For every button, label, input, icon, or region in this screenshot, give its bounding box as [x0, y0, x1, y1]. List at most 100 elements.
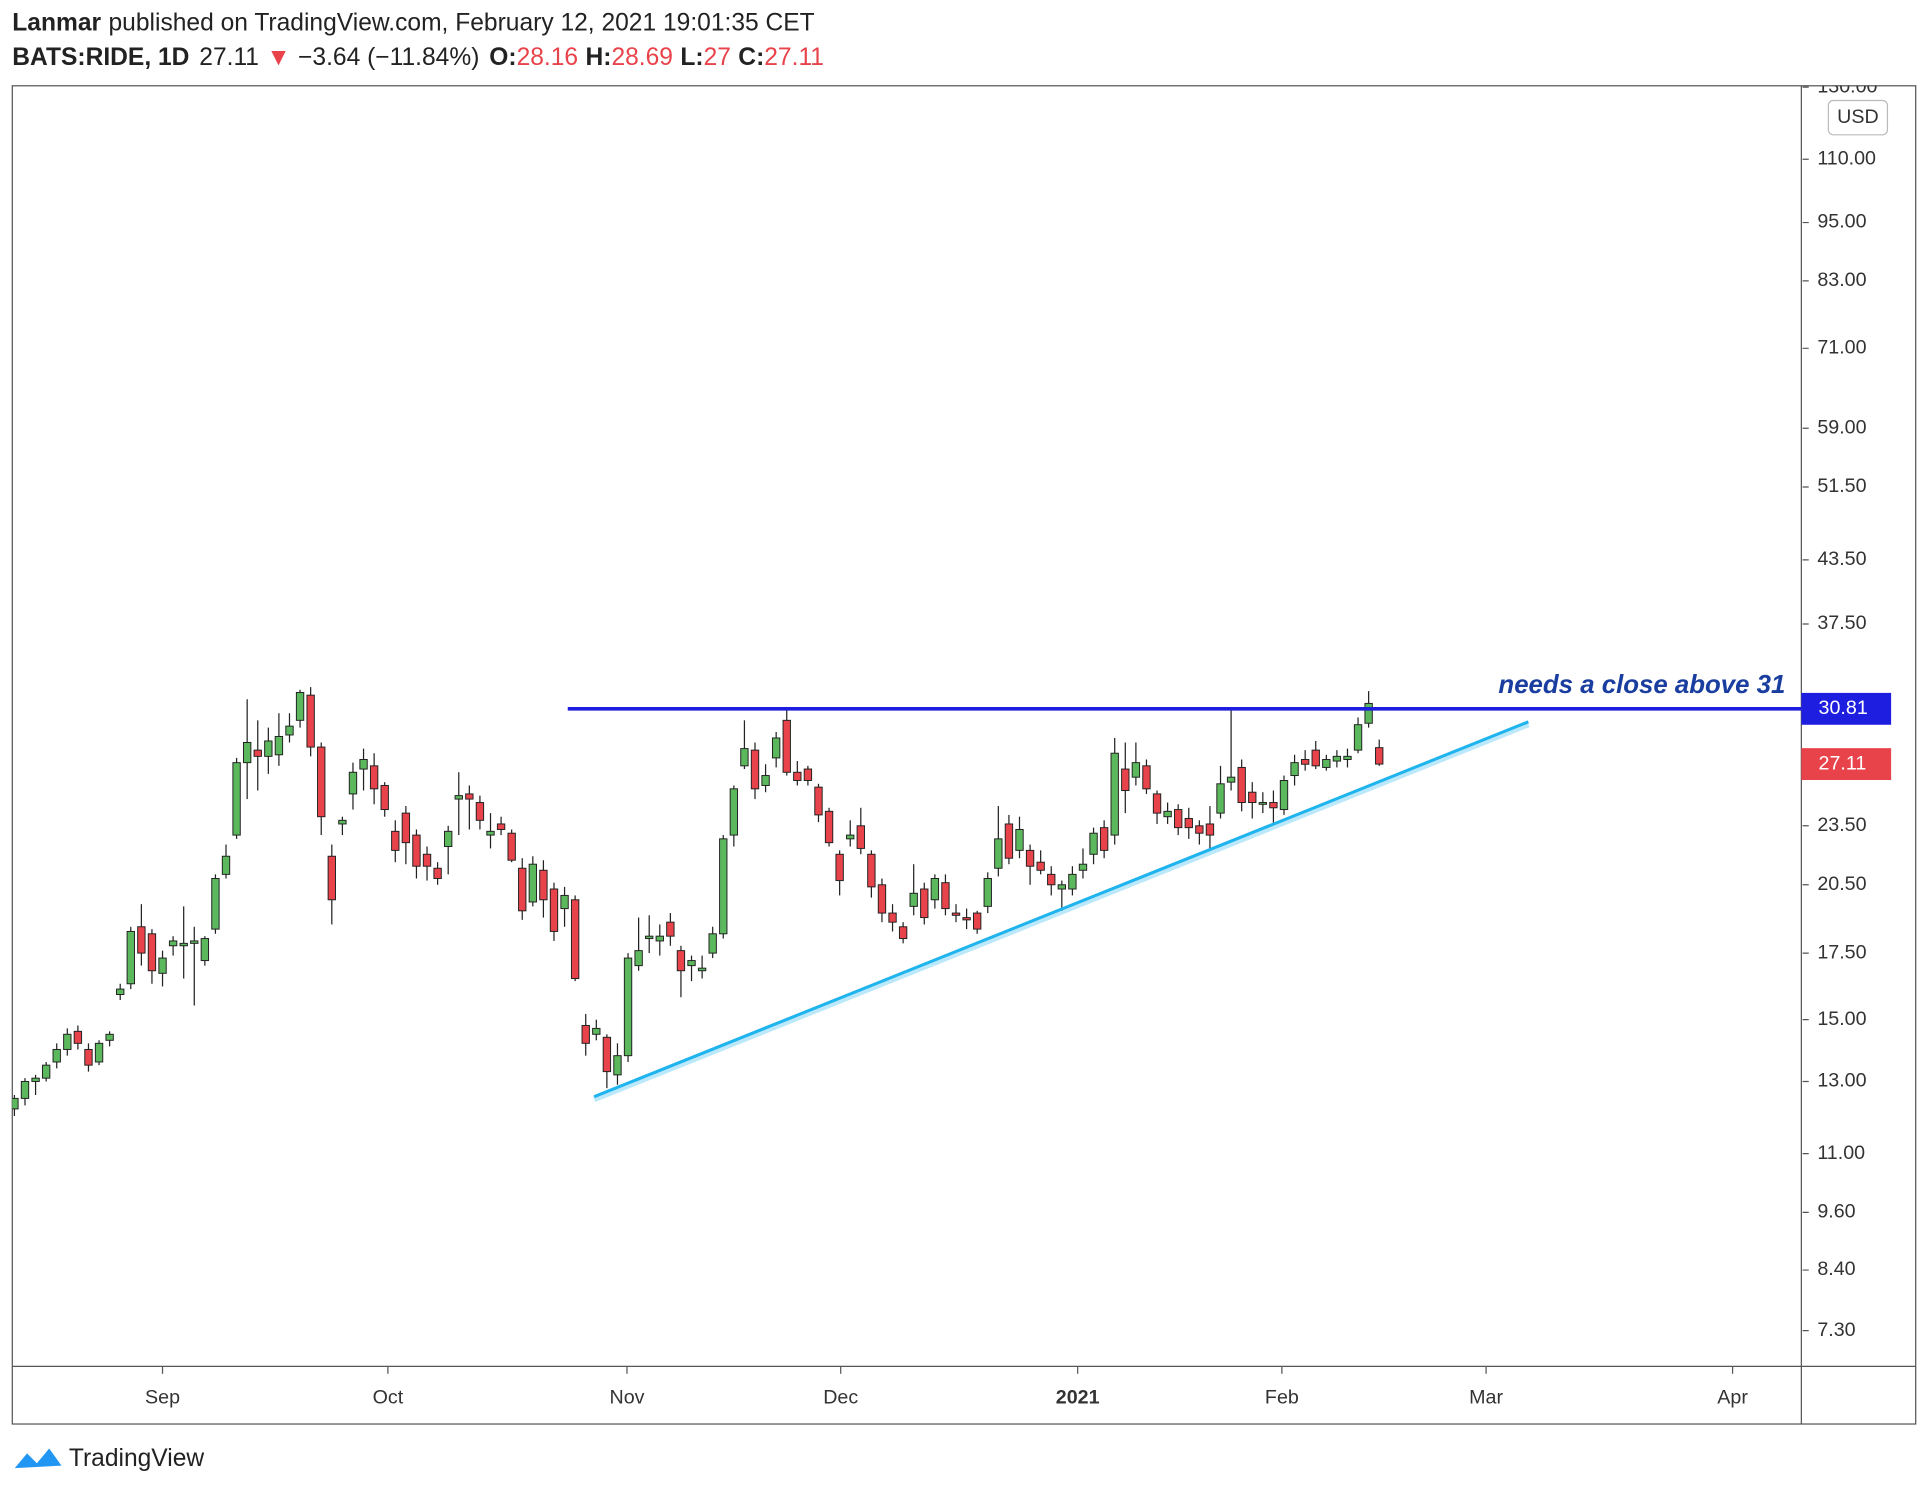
candle-body: [486, 830, 495, 836]
candle-body: [200, 938, 210, 962]
candle-body: [1131, 762, 1141, 778]
candle-body: [465, 793, 474, 800]
candle-body: [835, 853, 844, 882]
trendline: [593, 720, 1529, 1099]
trendline-glow: [593, 721, 1530, 1102]
candle-body: [1343, 755, 1352, 760]
x-tick-label: Dec: [823, 1386, 858, 1408]
y-tick-label: 13.00: [1817, 1070, 1866, 1092]
candle-body: [539, 869, 548, 901]
candle-body: [359, 758, 368, 770]
candle-body: [782, 719, 791, 773]
candle-body: [846, 834, 855, 840]
y-tick-label: 43.50: [1817, 548, 1866, 570]
candle-body: [496, 823, 506, 830]
candle-body: [1353, 724, 1363, 751]
candle-body: [327, 855, 336, 901]
candle-body: [94, 1042, 104, 1063]
candle-body: [348, 771, 358, 795]
candle-body: [1174, 809, 1183, 829]
candle-body: [422, 853, 432, 867]
published: published on TradingView.com, February 1…: [108, 10, 814, 37]
candle-body: [1163, 810, 1172, 818]
candle-body: [338, 819, 347, 825]
candle-body: [645, 935, 654, 940]
candle-body: [581, 1024, 590, 1044]
y-tick-label: 20.50: [1817, 873, 1866, 895]
candle-body: [930, 878, 940, 901]
y-tick-label: 11.00: [1817, 1142, 1865, 1164]
candle-body: [264, 740, 273, 757]
currency-box[interactable]: [1827, 99, 1889, 136]
header-quote: BATS:RIDE, 1D 27.11 ▼ −3.64 (−11.84%) O:28.1…: [12, 44, 824, 71]
candle-body: [116, 988, 125, 995]
candle-body: [1004, 823, 1014, 859]
candle-body: [1068, 873, 1077, 890]
candle-body: [729, 788, 739, 836]
candle-body: [518, 867, 527, 912]
candle-body: [771, 737, 781, 759]
author: Lanmar: [12, 10, 101, 37]
candle-body: [867, 853, 876, 888]
x-axis: Sep Oct Nov Dec 2021 Feb Mar Apr: [145, 1366, 1748, 1408]
candle-body: [687, 960, 696, 967]
candle-body: [1089, 832, 1098, 855]
candle-body: [242, 741, 252, 764]
y-tick-label: 7.30: [1817, 1319, 1855, 1341]
candle-body: [1258, 802, 1268, 805]
y-tick-label: 9.60: [1817, 1201, 1855, 1223]
candle-body: [1025, 849, 1035, 867]
h-value: 28.69: [611, 44, 673, 71]
logo: TradingView: [14, 1445, 204, 1472]
arrow: ▼: [266, 44, 290, 71]
candle-body: [1364, 702, 1373, 724]
candle-body: [433, 867, 442, 879]
header-line: Lanmar published on TradingView.com, Febr…: [12, 10, 814, 37]
y-tick-label: 37.50: [1817, 612, 1866, 634]
candle-body: [221, 855, 231, 875]
change: −3.64 (−11.84%): [298, 44, 479, 71]
candle-body: [31, 1077, 40, 1082]
candle-body: [697, 967, 707, 972]
symbol: BATS:RIDE, 1D: [12, 44, 189, 71]
y-tick-label: 83.00: [1817, 269, 1866, 291]
plot: needs a close above 31: [12, 671, 1802, 1117]
candle-body: [898, 926, 908, 940]
candle-body: [211, 878, 220, 930]
candle-body: [1322, 758, 1331, 768]
candle-body: [1332, 755, 1342, 762]
candle-body: [1216, 783, 1225, 814]
candle-body: [888, 912, 897, 923]
candle-body: [1311, 749, 1320, 767]
candle-body: [666, 921, 675, 937]
candle-body: [158, 957, 167, 974]
candle-body: [147, 933, 157, 972]
price-box: [1801, 692, 1892, 725]
candle-body: [1142, 765, 1151, 790]
candle-body: [994, 838, 1003, 869]
candle-body: [856, 825, 865, 849]
x-tick-label: Oct: [373, 1386, 404, 1408]
candle-body: [570, 899, 580, 979]
candle-body: [1237, 766, 1246, 804]
y-tick-label: 23.50: [1817, 814, 1866, 836]
x-tick-label: Feb: [1265, 1386, 1299, 1408]
candle-body: [909, 892, 918, 907]
candle-body: [1078, 863, 1088, 871]
candle-body: [1047, 873, 1056, 886]
candle-body: [137, 926, 146, 954]
candle-body: [20, 1080, 30, 1099]
y-axis: 130.00 110.00 95.00 83.00 71.00 59.00 51.50 43.…: [1802, 86, 1878, 1341]
o-value: 28.16: [517, 44, 579, 71]
candle-body: [613, 1055, 622, 1076]
candle-body: [941, 882, 950, 910]
candle-body: [1205, 823, 1215, 836]
last: 27.11: [199, 44, 259, 71]
price-label: 30.81: [1819, 697, 1868, 719]
candle-body: [295, 691, 305, 721]
candle-body: [1184, 818, 1193, 829]
candle-body: [126, 930, 135, 985]
candle-body: [105, 1033, 114, 1041]
c-value: 27.11: [764, 44, 824, 71]
